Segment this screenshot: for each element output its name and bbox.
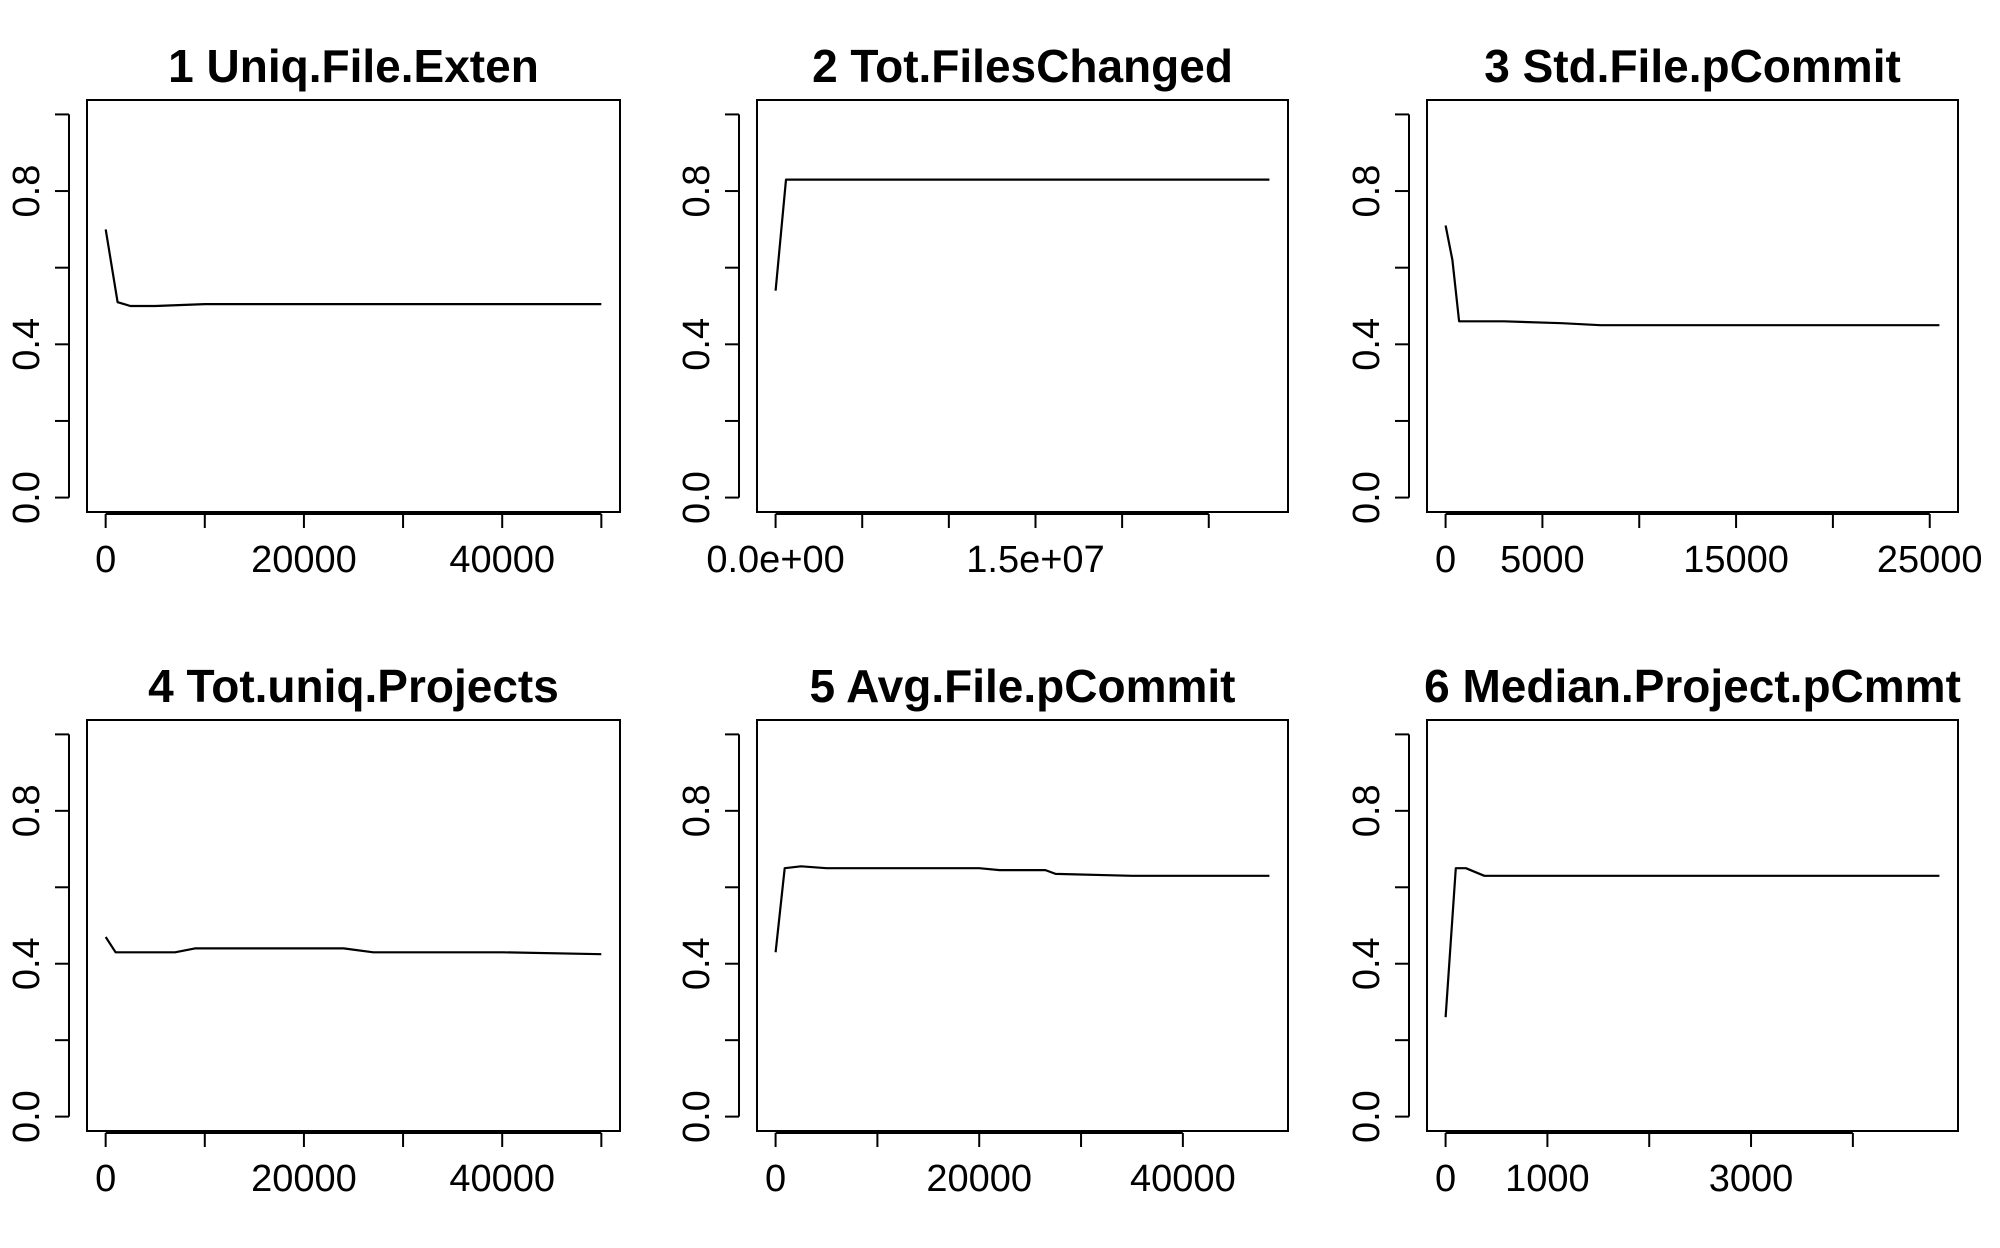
x-tick-label: 0 [95, 539, 116, 581]
y-tick-label: 0.0 [676, 471, 718, 524]
panel-title: 1 Uniq.File.Exten [168, 40, 539, 92]
plot-frame [1426, 99, 1959, 513]
panel-title: 4 Tot.uniq.Projects [148, 660, 559, 712]
panel-title: 6 Median.Project.pCmmt [1424, 660, 1961, 712]
y-tick-label: 0.0 [1346, 471, 1388, 524]
x-tick-label: 0 [95, 1158, 116, 1200]
series-line [774, 178, 1270, 291]
y-tick-label: 0.0 [6, 471, 48, 524]
x-tick-label: 3000 [1709, 1158, 1794, 1200]
plot-frame [86, 719, 621, 1132]
y-tick-label: 0.8 [6, 784, 48, 837]
panel-3: 3 Std.File.pCommit 0 5000 15000 25000 0.0 0.4 0… [1346, 40, 1983, 581]
panel-1: 1 Uniq.File.Exten 0 20000 40000 0.0 0.4 0.8 [6, 40, 621, 581]
x-tick-label: 0 [1435, 539, 1456, 581]
x-tick-label: 1.5e+07 [966, 539, 1104, 581]
series-line [104, 229, 602, 308]
series-line [1444, 225, 1940, 327]
y-tick-label: 0.4 [1346, 937, 1388, 990]
x-tick-label: 1000 [1505, 1158, 1590, 1200]
panel-title: 3 Std.File.pCommit [1484, 40, 1901, 92]
y-tick-label: 0.8 [1346, 784, 1388, 837]
x-tick-label: 15000 [1683, 539, 1789, 581]
y-tick-label: 0.4 [6, 318, 48, 371]
panel-6: 6 Median.Project.pCmmt 0 1000 3000 0.0 0.4 0.8 [1346, 660, 1961, 1200]
x-tick-label: 40000 [1130, 1158, 1236, 1200]
y-tick-label: 0.0 [676, 1090, 718, 1143]
panel-title: 5 Avg.File.pCommit [810, 660, 1236, 712]
plot-frame [1426, 719, 1959, 1132]
x-tick-label: 25000 [1877, 539, 1983, 581]
y-tick-label: 0.0 [1346, 1090, 1388, 1143]
panel-4: 4 Tot.uniq.Projects 0 20000 40000 0.0 0.4 0.8 [6, 660, 621, 1200]
series-line [104, 936, 602, 956]
y-tick-label: 0.8 [676, 165, 718, 218]
series-line [774, 865, 1270, 953]
panel-5: 5 Avg.File.pCommit 0 20000 40000 0.0 0.4 0.8 [676, 660, 1289, 1200]
x-tick-label: 40000 [449, 1158, 555, 1200]
plot-frame [756, 719, 1289, 1132]
y-tick-label: 0.8 [676, 784, 718, 837]
y-tick-label: 0.4 [6, 937, 48, 990]
y-tick-label: 0.8 [1346, 165, 1388, 218]
x-tick-label: 0 [1435, 1158, 1456, 1200]
plot-frame [756, 99, 1289, 513]
x-tick-label: 20000 [251, 539, 357, 581]
x-tick-label: 0.0e+00 [706, 539, 844, 581]
x-tick-label: 0 [765, 1158, 786, 1200]
panel-title: 2 Tot.FilesChanged [812, 40, 1233, 92]
x-tick-label: 20000 [926, 1158, 1032, 1200]
y-tick-label: 0.8 [6, 165, 48, 218]
y-tick-label: 0.4 [1346, 318, 1388, 371]
plot-frame [86, 99, 621, 513]
x-tick-label: 40000 [449, 539, 555, 581]
x-tick-label: 5000 [1500, 539, 1585, 581]
x-tick-label: 20000 [251, 1158, 357, 1200]
series-line [1444, 867, 1940, 1018]
panel-2: 2 Tot.FilesChanged 0.0e+00 1.5e+07 0.0 0.4 0.… [676, 40, 1289, 581]
y-tick-label: 0.4 [676, 937, 718, 990]
y-tick-label: 0.4 [676, 318, 718, 371]
y-tick-label: 0.0 [6, 1090, 48, 1143]
